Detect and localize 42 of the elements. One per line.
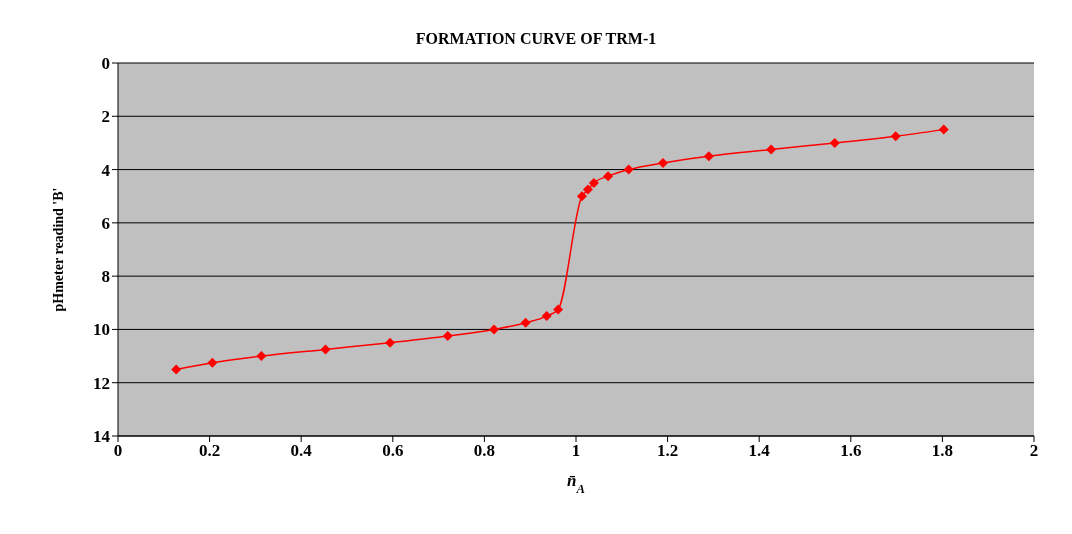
point <box>256 351 267 362</box>
x-tick-label: 1.4 <box>748 441 771 461</box>
x-tick-label: 1 <box>571 441 581 461</box>
y-tick-label: 8 <box>101 267 110 287</box>
y-tick-label: 10 <box>93 320 110 340</box>
x-axis-title: n̄$_{A}$ <box>567 471 585 496</box>
y-tick-label: 2 <box>101 107 110 127</box>
point <box>829 137 840 148</box>
point <box>576 191 587 202</box>
x-tick-label: 1.2 <box>656 441 679 461</box>
point <box>553 304 564 315</box>
point <box>588 177 599 188</box>
y-axis-title: pHmeter readind 'B' <box>51 187 66 312</box>
x-tick-label: 1.8 <box>931 441 954 461</box>
point <box>623 164 634 175</box>
point <box>541 311 552 322</box>
point <box>890 131 901 142</box>
point <box>766 144 777 155</box>
point <box>520 317 531 328</box>
point <box>938 124 949 135</box>
point <box>385 337 396 348</box>
y-tick-label: 12 <box>93 373 110 393</box>
point <box>703 151 714 162</box>
point <box>442 331 453 342</box>
y-tick-label: 0 <box>101 54 110 74</box>
point <box>320 344 331 355</box>
y-tick-label: 14 <box>93 427 111 447</box>
x-tick-label: 1.6 <box>840 441 862 461</box>
y-tick-label: 6 <box>101 213 110 233</box>
point <box>489 324 500 335</box>
point <box>207 357 218 368</box>
x-tick-label: 0.4 <box>290 441 313 461</box>
point <box>582 184 593 195</box>
point <box>171 364 182 375</box>
point <box>658 157 669 168</box>
x-tick-label: 0.8 <box>473 441 496 461</box>
x-tick-label: 0.2 <box>198 441 221 461</box>
x-tick-label: 0.6 <box>382 441 404 461</box>
x-tick-label: 2 <box>1029 441 1039 461</box>
point <box>603 171 614 182</box>
chart-title: FORMATION CURVE OF TRM-1 <box>415 30 657 47</box>
y-tick-label: 4 <box>101 160 111 180</box>
